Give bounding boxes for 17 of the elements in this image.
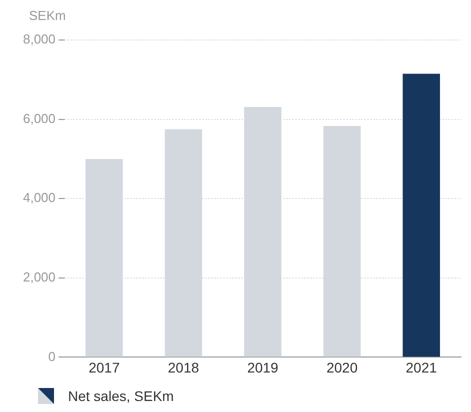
y-tick-label: 4,000 — [22, 190, 56, 206]
x-tick-label: 2020 — [326, 359, 358, 376]
bar — [402, 74, 440, 357]
y-tick-label: 0 — [48, 348, 56, 364]
y-tick-label: 2,000 — [22, 269, 56, 284]
bar — [164, 129, 202, 357]
y-tick-label: 8,000 — [22, 32, 56, 47]
x-tick-label: 2019 — [247, 359, 279, 376]
bar — [244, 107, 282, 357]
y-axis-title: SEKm — [29, 8, 66, 23]
bar — [86, 158, 123, 357]
x-tick-label: 2018 — [168, 359, 200, 376]
legend-label: Net sales, SEKm — [68, 388, 174, 404]
x-tick-label: 2017 — [88, 359, 120, 376]
y-tick-label: 6,000 — [22, 110, 56, 126]
x-tick-label: 2021 — [406, 359, 438, 376]
bar — [323, 126, 361, 357]
